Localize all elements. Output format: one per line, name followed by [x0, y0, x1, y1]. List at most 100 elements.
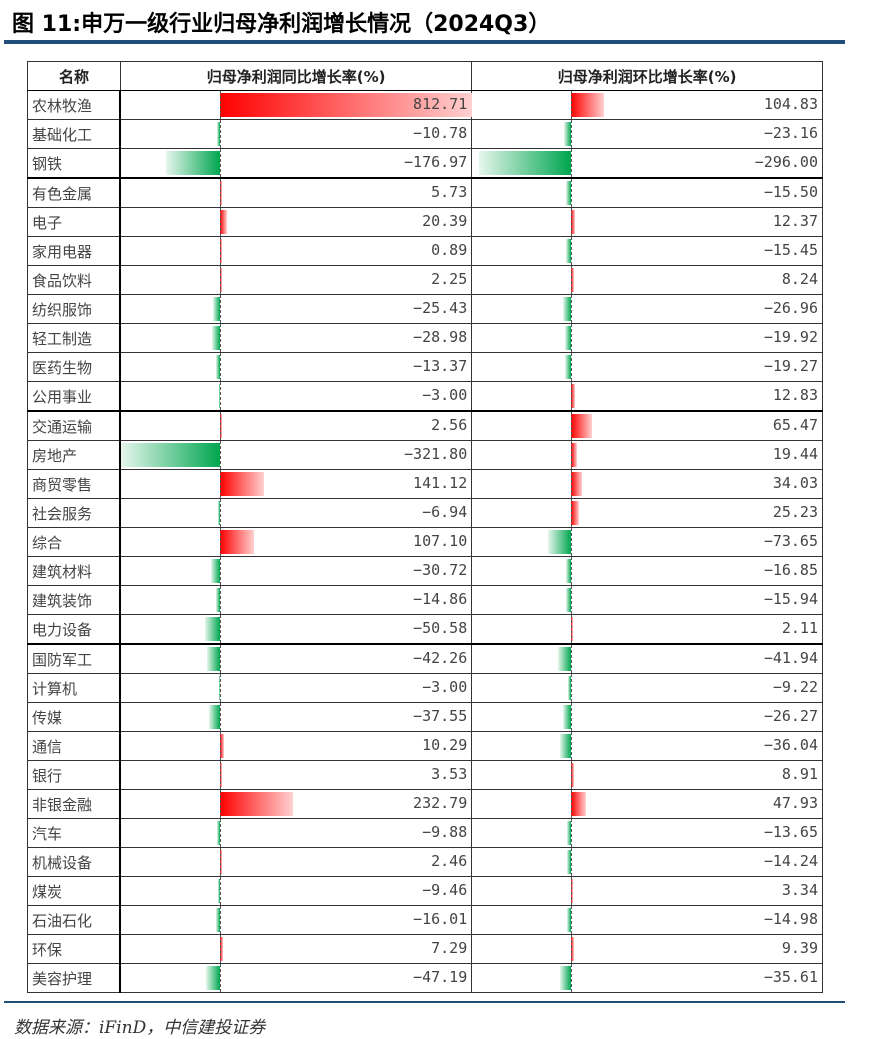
yoy-data-bar: [207, 647, 221, 671]
zero-axis-line: [571, 237, 573, 265]
qoq-cell: 25.23: [471, 498, 823, 528]
zero-axis-line: [220, 412, 222, 440]
qoq-cell: −73.65: [471, 527, 823, 557]
qoq-cell: −15.50: [471, 177, 823, 208]
table-row: 国防军工 −42.26 −41.94: [27, 643, 823, 674]
qoq-data-bar: [566, 588, 572, 612]
qoq-value: 12.83: [772, 386, 818, 404]
table-row: 汽车 −9.88 −13.65: [27, 818, 823, 848]
qoq-data-bar: [565, 326, 572, 350]
yoy-cell: −37.55: [119, 702, 473, 732]
zero-axis-line: [220, 295, 222, 323]
zero-axis-line: [220, 703, 222, 731]
qoq-cell: −16.85: [471, 556, 823, 586]
yoy-cell: 20.39: [119, 207, 473, 237]
yoy-value: 10.29: [422, 736, 468, 754]
qoq-cell: 19.44: [471, 440, 823, 470]
qoq-cell: −14.24: [471, 847, 823, 877]
qoq-data-bar: [558, 647, 572, 671]
yoy-cell: −28.98: [119, 323, 473, 353]
qoq-value: −14.24: [763, 852, 818, 870]
industry-name: 基础化工: [27, 119, 122, 149]
qoq-value: −15.45: [763, 241, 818, 259]
qoq-cell: 2.11: [471, 614, 823, 645]
qoq-cell: −9.22: [471, 673, 823, 703]
industry-name: 通信: [27, 731, 122, 761]
zero-axis-line: [220, 819, 222, 847]
yoy-data-bar: [217, 821, 221, 845]
yoy-cell: −30.72: [119, 556, 473, 586]
zero-axis-line: [220, 906, 222, 934]
yoy-value: 7.29: [431, 939, 468, 957]
zero-axis-line: [571, 732, 573, 760]
zero-axis-line: [220, 586, 222, 614]
industry-name: 交通运输: [27, 410, 122, 441]
yoy-data-bar: [220, 210, 227, 234]
zero-axis-line: [571, 499, 573, 527]
yoy-value: 812.71: [413, 95, 468, 113]
zero-axis-line: [220, 266, 222, 294]
zero-axis-line: [220, 441, 222, 469]
qoq-data-bar: [563, 705, 572, 729]
yoy-value: −14.86: [413, 590, 468, 608]
zero-axis-line: [571, 179, 573, 207]
qoq-cell: 65.47: [471, 410, 823, 441]
qoq-value: −19.92: [763, 328, 818, 346]
qoq-cell: 34.03: [471, 469, 823, 499]
yoy-data-bar: [208, 705, 221, 729]
qoq-value: 2.11: [781, 619, 818, 637]
qoq-cell: 104.83: [471, 90, 823, 120]
zero-axis-line: [571, 586, 573, 614]
qoq-value: 8.24: [781, 270, 818, 288]
figure-title: 图 11:申万一级行业归母净利润增长情况（2024Q3）: [12, 12, 551, 37]
yoy-cell: −47.19: [119, 963, 473, 993]
zero-axis-line: [571, 819, 573, 847]
zero-axis-line: [571, 877, 573, 905]
table-row: 钢铁 −176.97 −296.00: [27, 148, 823, 179]
table-row: 建筑材料 −30.72 −16.85: [27, 556, 823, 586]
zero-axis-line: [220, 790, 222, 818]
qoq-data-bar: [548, 530, 572, 554]
qoq-value: −26.96: [763, 299, 818, 317]
yoy-cell: −14.86: [119, 585, 473, 615]
zero-axis-line: [571, 382, 573, 410]
qoq-cell: −13.65: [471, 818, 823, 848]
qoq-value: −26.27: [763, 707, 818, 725]
zero-axis-line: [220, 528, 222, 556]
qoq-data-bar: [560, 734, 572, 758]
industry-name: 建筑材料: [27, 556, 122, 586]
industry-name: 非银金融: [27, 789, 122, 819]
yoy-value: −50.58: [413, 619, 468, 637]
industry-name: 计算机: [27, 673, 122, 703]
yoy-data-bar: [205, 966, 221, 990]
yoy-value: −25.43: [413, 299, 468, 317]
table-row: 环保 7.29 9.39: [27, 934, 823, 964]
yoy-data-bar: [211, 326, 221, 350]
yoy-value: −321.80: [404, 445, 468, 463]
qoq-value: 9.39: [781, 939, 818, 957]
yoy-cell: 812.71: [119, 90, 473, 120]
yoy-data-bar: [220, 530, 254, 554]
industry-name: 轻工制造: [27, 323, 122, 353]
zero-axis-line: [571, 964, 573, 992]
yoy-value: −37.55: [413, 707, 468, 725]
table-row: 电子 20.39 12.37: [27, 207, 823, 237]
industry-name: 家用电器: [27, 236, 122, 266]
table-row: 交通运输 2.56 65.47: [27, 410, 823, 441]
industry-name: 汽车: [27, 818, 122, 848]
zero-axis-line: [220, 499, 222, 527]
yoy-cell: −13.37: [119, 352, 473, 382]
yoy-value: 2.46: [431, 852, 468, 870]
table-row: 房地产 −321.80 19.44: [27, 440, 823, 470]
qoq-value: 3.34: [781, 881, 818, 899]
qoq-value: −9.22: [772, 678, 818, 696]
yoy-cell: 2.25: [119, 265, 473, 295]
yoy-value: −3.00: [422, 386, 468, 404]
yoy-value: −6.94: [422, 503, 468, 521]
yoy-cell: −50.58: [119, 614, 473, 645]
yoy-data-bar: [220, 792, 293, 816]
qoq-value: 19.44: [772, 445, 818, 463]
zero-axis-line: [571, 615, 573, 643]
qoq-value: 34.03: [772, 474, 818, 492]
qoq-data-bar: [571, 268, 574, 292]
